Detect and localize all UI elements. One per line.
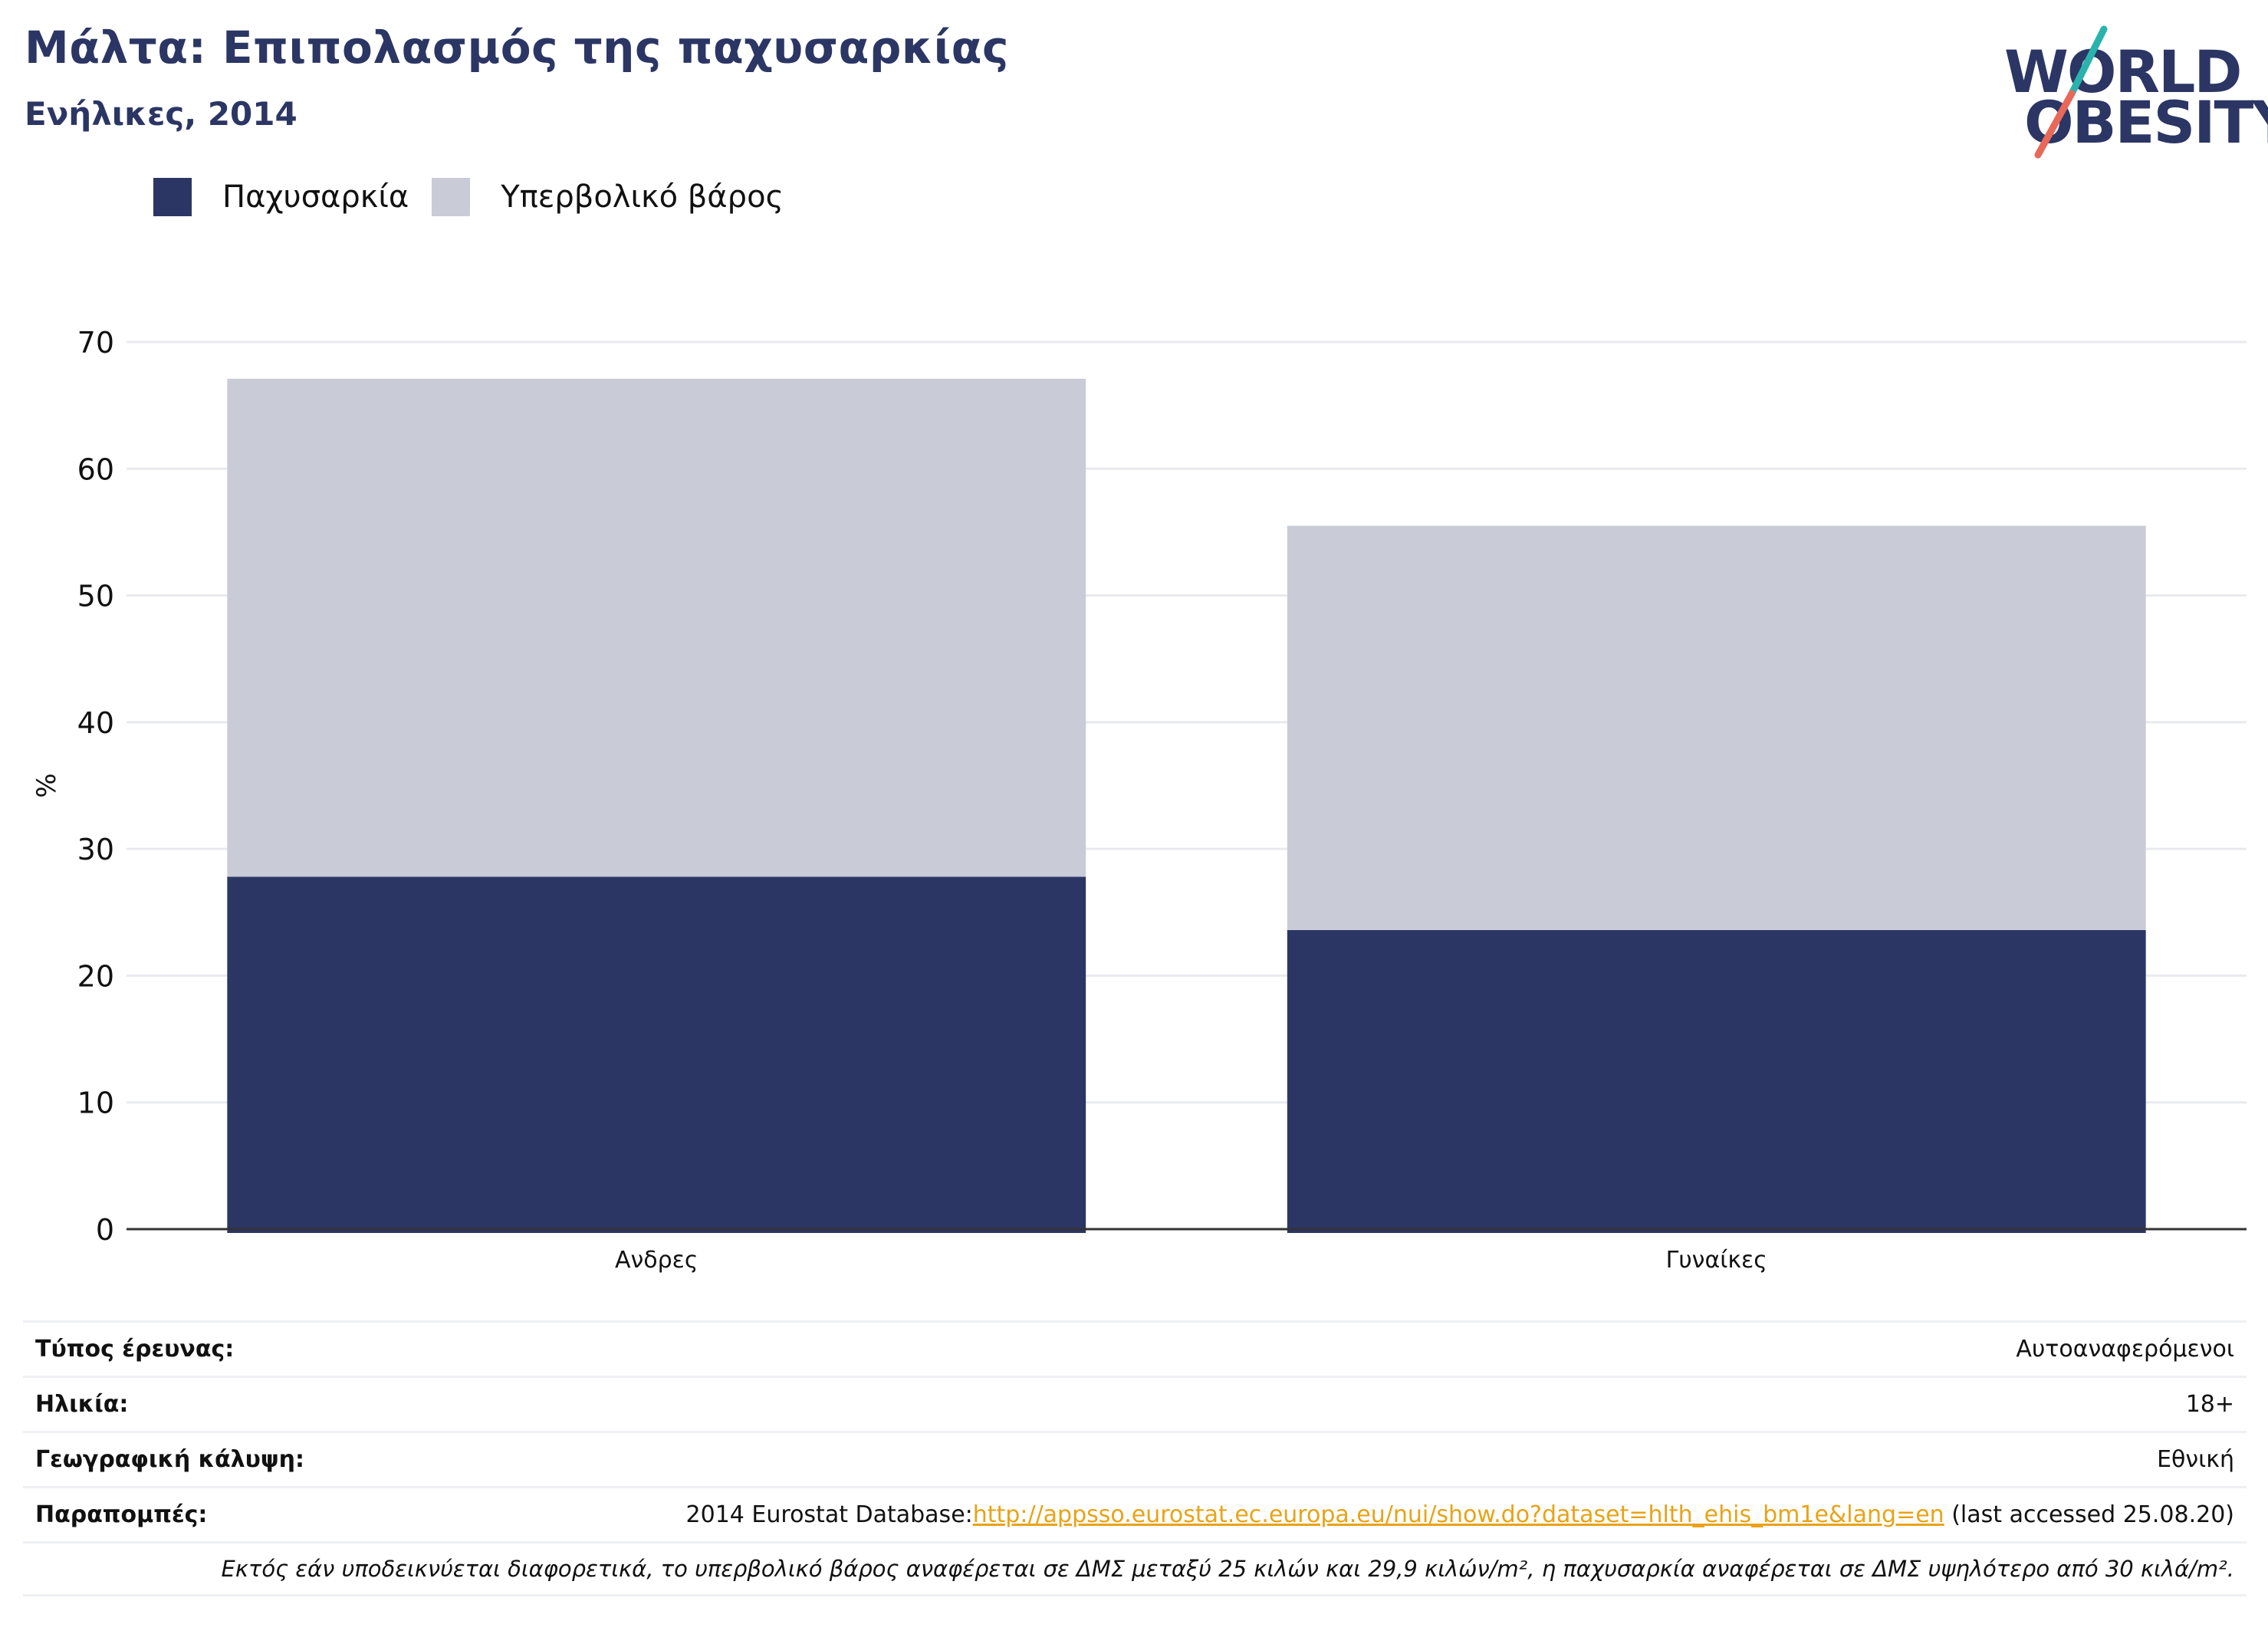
legend-label-obesity: Παχυσαρκία: [222, 179, 409, 215]
bar-overweight-women: [1287, 525, 2146, 930]
meta-key-coverage: Γεωγραφική κάλυψη:: [35, 1446, 305, 1473]
meta-value-references: 2014 Eurostat Database:http://appsso.eur…: [686, 1501, 2234, 1528]
x-tick-label: Ανδρες: [615, 1247, 698, 1274]
meta-key-survey-type: Τύπος έρευνας:: [35, 1336, 235, 1363]
y-tick-label: 40: [77, 706, 114, 740]
bar-obesity-men: [227, 876, 1086, 1233]
y-tick-label: 0: [96, 1213, 114, 1247]
chart-subtitle: Ενήλικες, 2014: [25, 95, 297, 133]
references-suffix: (last accessed 25.08.20): [1944, 1501, 2234, 1528]
meta-row-note: Εκτός εάν υποδεικνύεται διαφορετικά, το …: [23, 1541, 2247, 1596]
y-tick-label: 30: [77, 833, 114, 866]
legend-swatch-obesity: [153, 178, 192, 216]
y-tick-label: 60: [77, 452, 114, 486]
chart-legend: Παχυσαρκία Υπερβολικό βάρος: [153, 176, 807, 218]
footnote-text: Εκτός εάν υποδεικνύεται διαφορετικά, το …: [221, 1556, 2235, 1582]
legend-label-overweight: Υπερβολικό βάρος: [501, 179, 784, 215]
y-tick-label: 20: [77, 959, 114, 993]
stacked-bar-chart: 0 10 20 30 40 50 60 70% Ανδρες Γυναίκες: [0, 291, 2268, 1288]
y-tick-label: 70: [77, 326, 114, 360]
legend-swatch-overweight: [432, 178, 471, 216]
references-link[interactable]: http://appsso.eurostat.ec.europa.eu/nui/…: [972, 1501, 1944, 1528]
logo-word-world: WORLD: [2004, 38, 2242, 106]
legend-item-overweight[interactable]: Υπερβολικό βάρος: [432, 178, 784, 216]
meta-row-references: Παραπομπές: 2014 Eurostat Database:http:…: [23, 1486, 2247, 1541]
y-axis-label: %: [31, 773, 62, 797]
bar-overweight-men: [227, 378, 1086, 877]
chart-title: Μάλτα: Επιπολασμός της παχυσαρκίας: [25, 21, 1009, 74]
logo-slash-icon: [2034, 25, 2108, 159]
metadata-table: Τύπος έρευνας: Αυτοαναφερόμενοι Ηλικία: …: [23, 1320, 2247, 1596]
meta-key-references: Παραπομπές:: [35, 1501, 208, 1528]
meta-value-coverage: Εθνική: [2157, 1446, 2234, 1473]
meta-value-survey-type: Αυτοαναφερόμενοι: [2016, 1336, 2234, 1363]
world-obesity-logo: WORLD OBESITY: [2001, 23, 2268, 161]
chart-plot-area: 0 10 20 30 40 50 60 70% Ανδρες Γυναίκες: [31, 326, 2247, 1274]
meta-row-coverage: Γεωγραφική κάλυψη: Εθνική: [23, 1431, 2247, 1486]
meta-row-age: Ηλικία: 18+: [23, 1376, 2247, 1431]
x-tick-label: Γυναίκες: [1666, 1247, 1767, 1274]
y-tick-label: 50: [77, 580, 114, 613]
meta-value-age: 18+: [2185, 1391, 2234, 1418]
y-tick-label: 10: [77, 1087, 114, 1120]
meta-row-survey-type: Τύπος έρευνας: Αυτοαναφερόμενοι: [23, 1320, 2247, 1376]
bar-obesity-women: [1287, 929, 2146, 1233]
references-prefix: 2014 Eurostat Database:: [685, 1501, 973, 1528]
legend-item-obesity[interactable]: Παχυσαρκία: [153, 178, 409, 216]
meta-key-age: Ηλικία:: [35, 1391, 129, 1418]
